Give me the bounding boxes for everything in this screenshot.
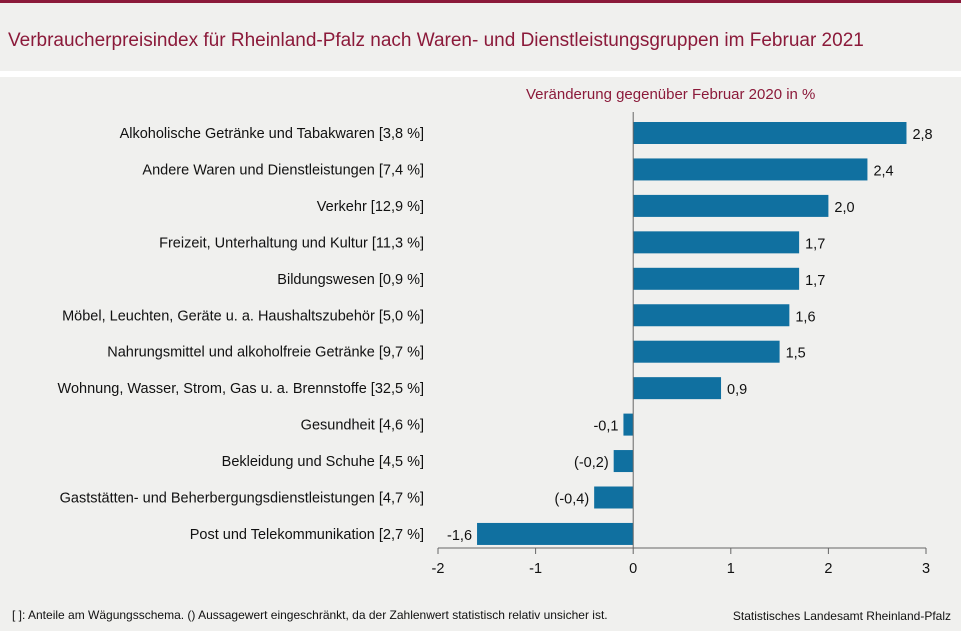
top-rule	[0, 0, 961, 3]
data-label: 2,0	[834, 200, 854, 216]
category-label: Möbel, Leuchten, Geräte u. a. Haushaltsz…	[62, 308, 424, 324]
category-label: Gesundheit [4,6 %]	[301, 418, 424, 434]
bar	[623, 413, 634, 436]
bar	[633, 231, 800, 254]
bar	[633, 194, 829, 217]
category-label: Post und Telekommunikation [2,7 %]	[190, 527, 424, 543]
bar	[633, 304, 790, 327]
category-label: Nahrungsmittel und alkoholfreie Getränke…	[107, 345, 424, 361]
x-tick-label: 2	[824, 561, 832, 577]
header: Verbraucherpreisindex für Rheinland-Pfal…	[0, 3, 961, 71]
category-label: Freizeit, Unterhaltung und Kultur [11,3 …	[159, 235, 424, 251]
source-note: Statistisches Landesamt Rheinland-Pfalz	[732, 609, 951, 623]
bar	[633, 377, 722, 400]
x-tick-label: 0	[629, 561, 637, 577]
category-label: Gaststätten- und Beherbergungsdienstleis…	[60, 491, 424, 507]
data-label: 1,5	[786, 346, 806, 362]
chart-title: Verbraucherpreisindex für Rheinland-Pfal…	[8, 30, 864, 51]
data-label: 1,6	[795, 309, 815, 325]
category-label: Verkehr [12,9 %]	[317, 199, 424, 215]
x-tick-label: -2	[432, 561, 445, 577]
category-label: Bildungswesen [0,9 %]	[277, 272, 424, 288]
header-divider	[0, 71, 961, 77]
category-label: Bekleidung und Schuhe [4,5 %]	[222, 454, 424, 470]
footnote: [ ]: Anteile am Wägungsschema. () Aussag…	[12, 608, 608, 622]
data-label: (-0,4)	[555, 492, 590, 508]
x-tick-label: 1	[727, 561, 735, 577]
bar	[633, 267, 800, 290]
bar	[594, 486, 634, 509]
data-label: 1,7	[805, 273, 825, 289]
data-label: -1,6	[447, 528, 472, 544]
chart-subtitle: Veränderung gegenüber Februar 2020 in %	[526, 86, 816, 103]
data-label: 0,9	[727, 382, 747, 398]
data-label: 1,7	[805, 236, 825, 252]
bar	[633, 340, 780, 363]
data-label: (-0,2)	[574, 455, 609, 471]
bar	[613, 450, 634, 473]
category-label: Alkoholische Getränke und Tabakwaren [3,…	[120, 126, 424, 142]
bar	[633, 158, 868, 181]
x-tick-label: 3	[922, 561, 930, 577]
category-label: Wohnung, Wasser, Strom, Gas u. a. Brenns…	[58, 381, 424, 397]
bar	[633, 122, 907, 144]
bar	[477, 522, 634, 545]
category-label: Andere Waren und Dienstleistungen [7,4 %…	[142, 162, 424, 178]
data-label: 2,4	[873, 163, 893, 179]
x-tick-label: -1	[529, 561, 542, 577]
data-label: -0,1	[593, 419, 618, 435]
data-label: 2,8	[912, 127, 932, 143]
